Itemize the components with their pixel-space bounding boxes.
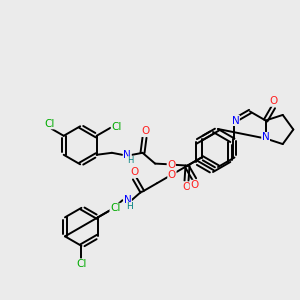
Text: N: N (124, 195, 131, 205)
Text: H: H (128, 156, 134, 165)
Text: Cl: Cl (110, 203, 120, 213)
Text: O: O (269, 96, 278, 106)
Text: O: O (182, 182, 190, 192)
Text: Cl: Cl (111, 122, 122, 132)
Text: N: N (232, 116, 239, 125)
Text: Cl: Cl (76, 259, 87, 269)
Text: O: O (190, 180, 199, 190)
Text: O: O (167, 160, 176, 170)
Text: Cl: Cl (44, 119, 55, 129)
Text: O: O (141, 127, 150, 136)
Text: N: N (262, 133, 269, 142)
Text: O: O (168, 169, 176, 180)
Text: H: H (126, 202, 133, 211)
Text: O: O (130, 167, 139, 177)
Text: N: N (123, 150, 131, 160)
